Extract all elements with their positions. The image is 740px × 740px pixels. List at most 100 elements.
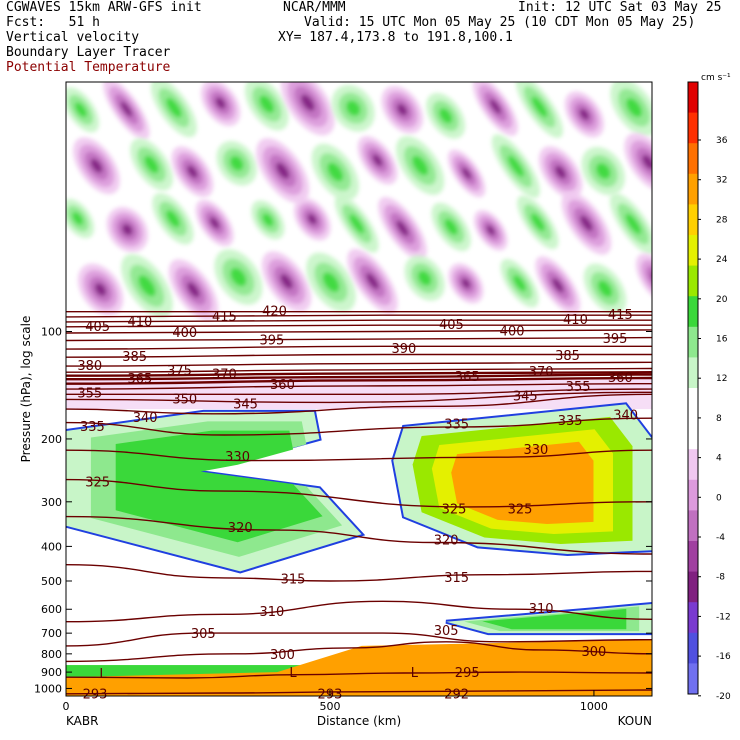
colorbar-label: 8 (716, 414, 722, 424)
wave-cell-band (669, 98, 682, 112)
wave-cell (581, 146, 626, 196)
colorbar: 36 32 28 24 20 16 12 8 4 0 -4 -8 -12 -16 -20 (687, 81, 731, 702)
colorbar-swatch (688, 296, 698, 328)
wave-cell (426, 92, 466, 139)
theta-label-320: 320 (228, 521, 253, 536)
theta-label-365: 365 (127, 372, 152, 387)
theta-label-293: 293 (83, 688, 108, 703)
wave-cell (610, 82, 652, 137)
forecast-hour: Fcst: 51 h (6, 15, 100, 30)
wave-cell (472, 82, 518, 136)
theta-295-line (66, 671, 652, 679)
wave-cell-band (625, 213, 642, 235)
wave-cell-band (322, 272, 340, 293)
x-axis-title: Distance (km) (317, 714, 401, 728)
theta-370-line (66, 371, 652, 377)
low-marker: L (411, 666, 419, 681)
y-tick-label-500: 500 (41, 575, 62, 588)
xy-endpoints: XY= 187.4,173.8 to 191.8,100.1 (278, 30, 513, 45)
wave-cell (293, 197, 331, 241)
wave-cell (66, 87, 100, 133)
wave-cell-band (209, 217, 220, 229)
theta-365-line (66, 373, 652, 381)
wave-cell (168, 259, 219, 321)
x-tick-label-1000: 1000 (580, 700, 608, 713)
wave-cell-band (215, 97, 226, 109)
wave-cell (609, 193, 652, 255)
theta-label-315: 315 (281, 572, 306, 587)
colorbar-label: 32 (716, 176, 727, 186)
theta-label-305: 305 (434, 624, 459, 639)
wave-cell (334, 195, 379, 253)
boundary-layer-orange (66, 639, 652, 696)
theta-320-line (66, 515, 652, 555)
theta-label-300: 300 (270, 648, 295, 663)
wave-cell-band (90, 158, 103, 173)
y-tick-label-200: 200 (41, 433, 62, 446)
wave-cell-band (259, 95, 274, 113)
theta-label-325: 325 (442, 502, 467, 517)
wave-cell (378, 196, 427, 260)
colorbar-label: 4 (716, 454, 722, 464)
wave-cell-band (531, 96, 548, 118)
wave-cell (66, 198, 95, 239)
left-endpoint-label: KABR (66, 714, 98, 728)
colorbar-swatch (688, 112, 698, 144)
wave-cell-band (366, 273, 379, 290)
theta-label-360: 360 (270, 378, 295, 393)
colorbar-label: -8 (716, 573, 725, 583)
theta-355-line (66, 383, 652, 390)
theta-305-line (66, 632, 652, 647)
theta-label-370: 370 (529, 365, 554, 380)
y-tick-label-400: 400 (41, 540, 62, 553)
theta-label-340: 340 (133, 411, 158, 426)
theta-label-410: 410 (563, 313, 588, 328)
colorbar-label: -20 (716, 692, 731, 702)
wave-cell (583, 263, 627, 314)
wave-cell-band (646, 266, 652, 291)
theta-label-345: 345 (233, 397, 258, 412)
wave-cell (130, 138, 173, 191)
theta-label-355: 355 (566, 380, 591, 395)
colorbar-swatch (688, 204, 698, 236)
x-tick-label-0: 0 (63, 700, 70, 713)
wave-cell (251, 200, 285, 240)
theta-390-line (66, 345, 652, 350)
colorbar-swatch (688, 143, 698, 175)
colorbar-swatch (688, 326, 698, 358)
wave-cell (516, 82, 564, 138)
wave-cell (244, 82, 289, 131)
theta-293-line (66, 689, 652, 695)
colorbar-swatch (688, 388, 698, 420)
wave-cell-band (307, 213, 317, 225)
field-boundary-layer-tracer: Boundary Layer Tracer (6, 45, 171, 60)
wave-cell-band (439, 108, 453, 124)
wave-cell (256, 138, 310, 204)
wave-cell (473, 210, 508, 251)
theta-label-345: 345 (513, 389, 538, 404)
theta-label-325: 325 (508, 502, 533, 517)
colorbar-swatch (688, 663, 698, 695)
theta-label-330: 330 (225, 450, 250, 465)
colorbar-label: 16 (716, 335, 728, 345)
colorbar-swatch (688, 602, 698, 634)
theta-label-400: 400 (500, 324, 525, 339)
theta-label-300: 300 (582, 645, 607, 660)
wave-cell-band (166, 97, 182, 118)
init-time: Init: 12 UTC Sat 03 May 25 (518, 0, 722, 15)
wave-cell (216, 141, 257, 186)
colorbar-swatch (688, 541, 698, 573)
wave-cell-band (507, 155, 524, 177)
wave-cell-band (301, 94, 315, 111)
colorbar-label: -4 (716, 533, 725, 543)
wave-cell (73, 137, 120, 195)
theta-label-380: 380 (77, 359, 102, 374)
wave-cell-band (642, 154, 652, 170)
field-vertical-velocity: Vertical velocity (6, 30, 140, 45)
theta-label-335: 335 (80, 420, 105, 435)
mid-plume-core (482, 608, 627, 630)
wave-cell (561, 191, 612, 255)
theta-label-410: 410 (127, 315, 152, 330)
y-tick-label-700: 700 (41, 627, 62, 640)
